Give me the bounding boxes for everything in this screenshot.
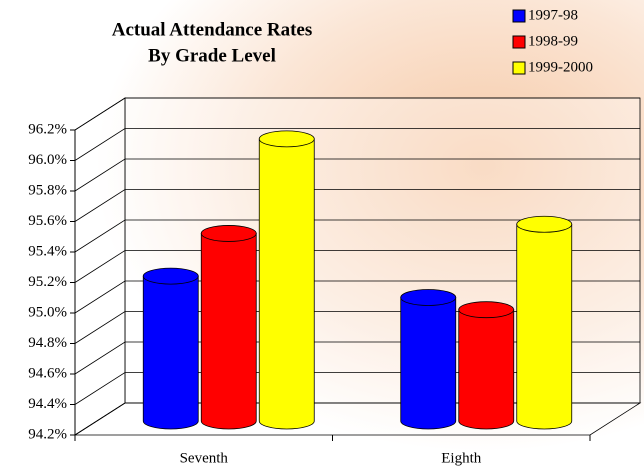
chart-subtitle: By Grade Level xyxy=(148,45,276,66)
x-tick-label: Eighth xyxy=(441,450,481,466)
y-tick-label: 95.8% xyxy=(28,182,67,198)
bar-top xyxy=(517,216,572,232)
bar-top xyxy=(201,225,256,241)
y-tick-label: 95.6% xyxy=(28,213,67,229)
y-tick-label: 94.2% xyxy=(28,426,67,442)
legend-swatch xyxy=(513,10,525,22)
legend-label: 1997-98 xyxy=(528,7,578,23)
chart-title: Actual Attendance Rates xyxy=(112,19,313,40)
bar xyxy=(201,233,256,429)
y-tick-label: 95.2% xyxy=(28,274,67,290)
y-tick-label: 95.0% xyxy=(28,304,67,320)
bar-top xyxy=(401,289,456,305)
legend-swatch xyxy=(513,36,525,48)
y-tick-label: 94.4% xyxy=(28,396,67,412)
page: {"chart_data": {"type": "bar3d", "title"… xyxy=(0,0,644,475)
bar xyxy=(401,297,456,429)
bar xyxy=(517,224,572,429)
bar xyxy=(459,310,514,429)
y-tick-label: 94.6% xyxy=(28,365,67,381)
legend-label: 1998-99 xyxy=(528,33,578,49)
bar-top xyxy=(459,302,514,318)
y-tick-label: 96.0% xyxy=(28,152,67,168)
bar xyxy=(143,276,198,429)
y-tick-label: 94.8% xyxy=(28,335,67,351)
y-tick-label: 95.4% xyxy=(28,243,67,259)
legend-label: 1999-2000 xyxy=(528,59,593,75)
chart: Actual Attendance Rates By Grade Level 9… xyxy=(0,0,644,475)
x-tick-label: Seventh xyxy=(180,450,229,466)
y-tick-label: 96.2% xyxy=(28,121,67,137)
bar xyxy=(259,139,314,429)
legend-swatch xyxy=(513,62,525,74)
bar-top xyxy=(143,268,198,284)
bar-top xyxy=(259,131,314,147)
